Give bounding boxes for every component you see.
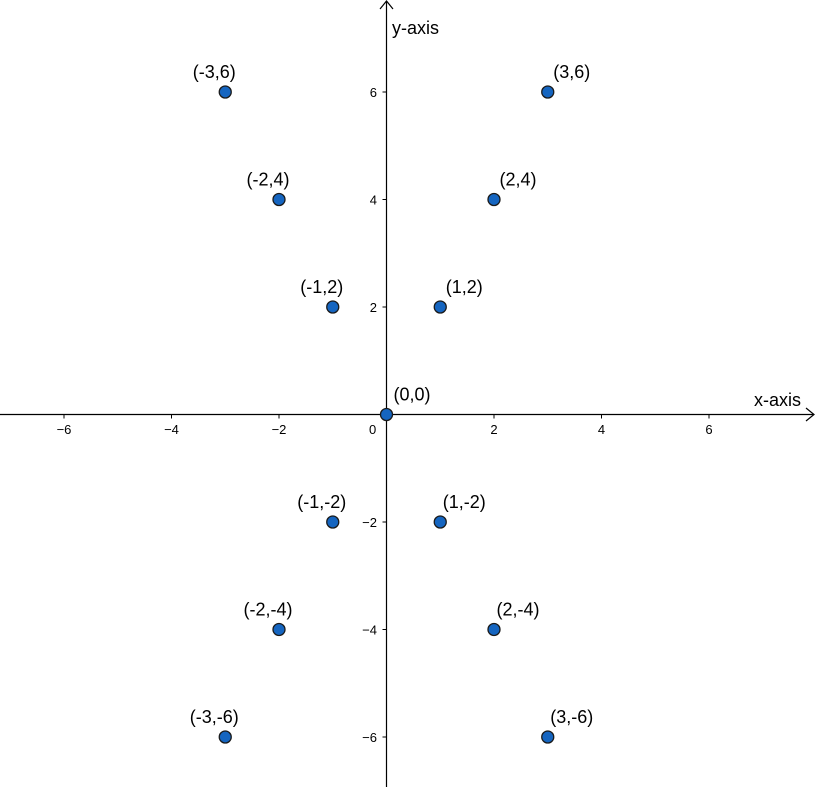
y-tick-label: 2 [370, 300, 377, 315]
x-tick-label: 4 [598, 422, 605, 437]
data-point [541, 85, 555, 99]
origin-tick-label: 0 [369, 422, 376, 437]
data-point-label: (2,-4) [496, 600, 539, 620]
data-point [433, 300, 447, 314]
data-point-label: (-1,-2) [297, 492, 346, 512]
data-point [218, 85, 232, 99]
data-point-label: (2,4) [499, 170, 536, 190]
data-point [433, 515, 447, 529]
data-point-label: (-2,4) [246, 170, 289, 190]
data-point [326, 515, 340, 529]
data-point [326, 300, 340, 314]
data-point [487, 622, 501, 637]
ticks: −6 −4 −2 2 4 6 6 4 2 −2 −4 −6 [57, 85, 713, 745]
y-tick-label: −4 [362, 623, 377, 638]
data-point-label: (-1,2) [300, 277, 343, 297]
y-tick-label: 6 [370, 85, 377, 100]
data-point [487, 192, 501, 207]
data-point-label: (1,-2) [443, 492, 486, 512]
x-tick-label: −4 [164, 422, 179, 437]
x-axis-title: x-axis [754, 390, 801, 410]
y-axis-arrow [379, 0, 394, 10]
data-point-label: (3,-6) [550, 707, 593, 727]
data-point-label: (-2,-4) [244, 600, 293, 620]
y-tick-label: −6 [362, 730, 377, 745]
y-axis-title: y-axis [392, 18, 439, 38]
x-tick-label: 2 [490, 422, 497, 437]
y-tick-label: 4 [370, 193, 377, 208]
x-tick-label: 6 [705, 422, 712, 437]
data-points: (-3,6) (3,6) (-2,4) (2,4) (-1,2) (1,2) (0,0) (-… [190, 62, 593, 744]
x-axis-arrow [805, 407, 815, 422]
x-tick-label: −2 [272, 422, 287, 437]
data-point [272, 622, 286, 637]
data-point [541, 730, 555, 744]
data-point [218, 730, 232, 744]
data-point-label: (3,6) [553, 62, 590, 82]
data-point [272, 192, 286, 207]
data-point-label: (-3,-6) [190, 707, 239, 727]
data-point-label: (1,2) [446, 277, 483, 297]
y-tick-label: −2 [362, 515, 377, 530]
data-point-label: (0,0) [394, 385, 431, 405]
x-tick-label: −6 [57, 422, 72, 437]
data-point [379, 407, 394, 422]
data-point-label: (-3,6) [193, 62, 236, 82]
